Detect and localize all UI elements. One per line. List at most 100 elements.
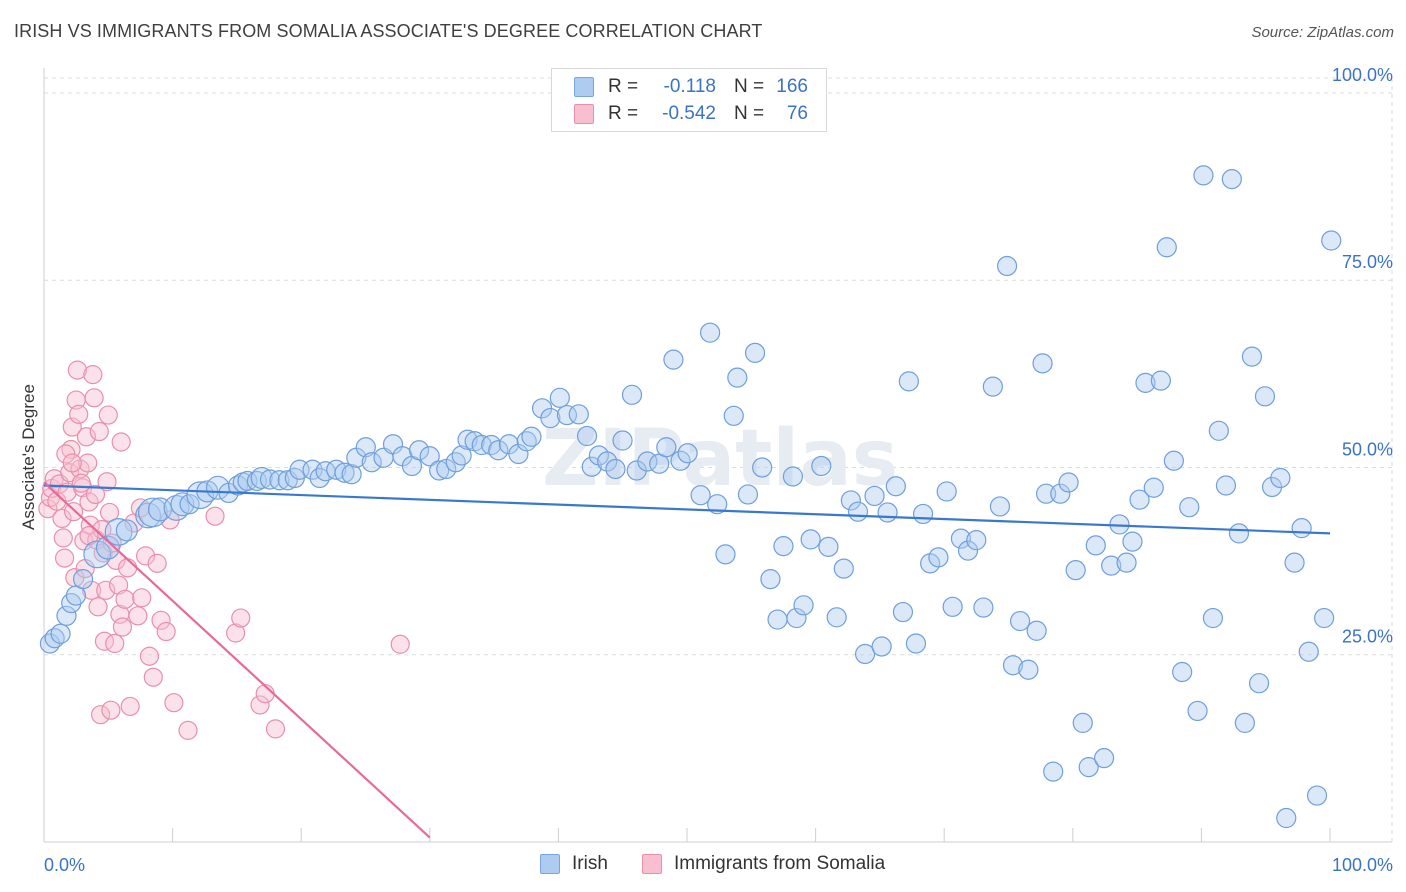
legend-row-somalia: R = -0.542 N = 76 xyxy=(574,101,808,127)
somalia-trendline xyxy=(43,481,431,839)
irish-point xyxy=(1314,607,1335,629)
somalia-point xyxy=(81,580,102,600)
irish-point xyxy=(767,609,788,630)
trendlines xyxy=(43,481,1331,839)
irish-point xyxy=(699,322,721,343)
somalia-point xyxy=(226,623,246,643)
somalia-point xyxy=(76,427,97,447)
x-tick-label-end: 100.0% xyxy=(1332,855,1393,875)
y-tick-label: 75.0% xyxy=(1342,252,1393,272)
irish-point xyxy=(1228,523,1250,544)
irish-point xyxy=(942,596,963,617)
somalia-legend-swatch xyxy=(642,854,662,874)
irish-point xyxy=(786,607,807,629)
somalia-point xyxy=(105,633,125,654)
irish-point xyxy=(847,501,869,522)
somalia-swatch xyxy=(574,104,594,124)
irish-point xyxy=(826,607,847,628)
somalia-point xyxy=(250,695,270,715)
somalia-point xyxy=(63,502,84,522)
irish-point xyxy=(115,519,138,542)
irish-point xyxy=(1129,489,1150,510)
irish-point xyxy=(1018,659,1039,680)
irish-point xyxy=(1058,472,1079,493)
series-irish-points xyxy=(39,165,1342,829)
irish-point xyxy=(905,633,927,654)
somalia-point xyxy=(117,558,138,578)
irish-legend-swatch xyxy=(540,854,560,874)
somalia-point xyxy=(53,528,73,548)
irish-point xyxy=(56,605,77,626)
axes xyxy=(43,68,1392,843)
n-label: N = xyxy=(734,76,765,97)
irish-point xyxy=(1043,761,1064,782)
somalia-point xyxy=(67,360,88,380)
irish-point xyxy=(989,496,1011,517)
r-label: R = xyxy=(608,103,639,124)
irish-point xyxy=(707,494,728,515)
r-value: -0.542 xyxy=(662,103,716,124)
bottom-legend-irish: Irish xyxy=(540,852,608,876)
legend-row-irish: R = -0.118 N = 166 xyxy=(574,74,808,100)
y-tick-label: 25.0% xyxy=(1342,627,1393,647)
irish-point xyxy=(621,384,643,405)
irish-point xyxy=(928,547,949,568)
irish-point xyxy=(179,494,200,515)
irish-point xyxy=(1187,700,1208,722)
somalia-point xyxy=(79,492,99,512)
irish-legend-label: Irish xyxy=(572,853,608,874)
irish-point xyxy=(576,425,598,447)
stats-legend: R = -0.118 N = 166 R = -0.542 N = 76 xyxy=(551,68,827,132)
tick-labels: 25.0% 50.0% 75.0% 100.0% 0.0% 100.0% xyxy=(44,65,1393,875)
irish-point xyxy=(1150,370,1171,391)
irish-point xyxy=(715,544,736,565)
irish-point xyxy=(793,595,814,616)
irish-point xyxy=(752,457,773,478)
irish-point xyxy=(737,484,759,505)
somalia-point xyxy=(96,580,116,600)
irish-point xyxy=(950,528,972,549)
irish-point xyxy=(1156,237,1177,258)
somalia-point xyxy=(71,473,91,493)
irish-point xyxy=(1116,552,1137,573)
n-value: 76 xyxy=(786,103,808,124)
irish-point xyxy=(912,503,934,525)
somalia-point xyxy=(70,459,90,479)
irish-point xyxy=(1135,372,1156,393)
irish-point xyxy=(549,387,570,408)
irish-point xyxy=(892,601,914,623)
irish-point xyxy=(1241,346,1263,367)
irish-point xyxy=(1202,607,1224,629)
somalia-point xyxy=(151,610,171,630)
irish-point xyxy=(269,470,290,491)
irish-point xyxy=(1221,169,1242,190)
irish-point xyxy=(50,623,71,644)
irish-point xyxy=(326,459,347,480)
irish-point xyxy=(1009,610,1031,632)
irish-point xyxy=(966,530,987,551)
somalia-point xyxy=(205,506,225,526)
irish-point xyxy=(840,490,861,511)
y-axis-label: Associate's Degree xyxy=(19,384,38,530)
somalia-point xyxy=(98,405,118,425)
irish-point xyxy=(1215,475,1237,496)
irish-point xyxy=(1208,420,1229,441)
irish-point xyxy=(864,485,885,507)
irish-point xyxy=(104,518,133,546)
irish-point xyxy=(800,529,821,550)
irish-point xyxy=(877,502,898,523)
irish-point xyxy=(885,476,906,497)
n-value: 166 xyxy=(776,76,808,97)
irish-point xyxy=(1163,450,1184,471)
somalia-point xyxy=(231,608,251,628)
irish-point xyxy=(361,452,382,473)
series-somalia-points xyxy=(38,360,410,740)
irish-point xyxy=(1101,555,1122,576)
irish-point xyxy=(568,404,589,425)
irish-point xyxy=(1032,353,1053,374)
irish-point xyxy=(163,494,190,521)
irish-point xyxy=(833,558,854,579)
somalia-point xyxy=(90,705,111,725)
r-label: R = xyxy=(608,76,639,97)
irish-point xyxy=(663,349,684,370)
